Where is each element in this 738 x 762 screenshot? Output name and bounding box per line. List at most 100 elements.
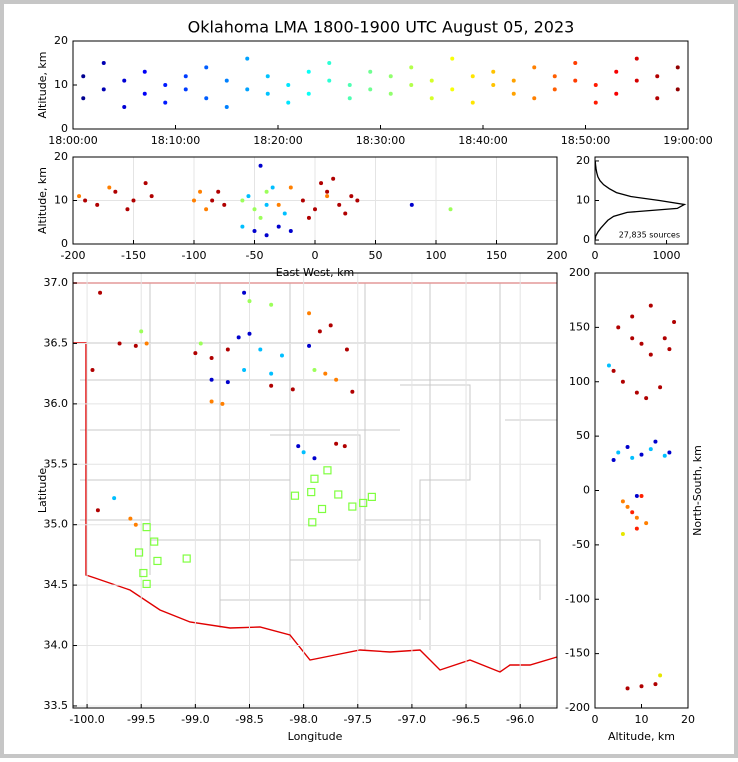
source-point	[210, 198, 215, 203]
source-point	[331, 176, 336, 181]
source-point	[327, 61, 332, 65]
source-point	[264, 233, 269, 238]
source-point	[634, 515, 639, 520]
source-point	[634, 526, 639, 531]
source-point	[139, 329, 144, 334]
source-point	[334, 377, 339, 382]
source-point	[334, 441, 339, 446]
source-point	[192, 198, 196, 203]
source-point	[343, 211, 348, 216]
source-point	[511, 91, 516, 96]
source-point	[429, 96, 434, 101]
source-point	[198, 341, 203, 346]
station	[307, 487, 316, 497]
source-point	[276, 202, 281, 207]
source-point	[552, 87, 557, 92]
y-tick-label: 36.5	[44, 336, 69, 349]
source-point	[163, 100, 168, 105]
source-point	[312, 368, 317, 373]
station	[150, 537, 159, 546]
plot-area	[73, 157, 557, 244]
source-point	[630, 314, 635, 319]
x-axis-label: Longitude	[288, 730, 343, 743]
y-tick-label: 10	[54, 194, 68, 207]
source-point	[300, 198, 305, 203]
y-tick-label: 150	[569, 320, 590, 333]
source-point	[306, 215, 311, 220]
station	[367, 492, 376, 502]
source-point	[653, 439, 658, 444]
source-point	[662, 336, 667, 341]
source-point	[616, 325, 621, 330]
source-point	[95, 202, 100, 207]
source-point	[240, 198, 245, 203]
source-point	[639, 452, 644, 457]
panel: 18:00:00 18:10:00 18:20:00 18:30:00 18:40:00…	[36, 34, 713, 147]
source-point	[225, 380, 230, 385]
station	[310, 474, 319, 483]
source-point	[532, 65, 537, 70]
x-tick-label: 18:00:00	[48, 134, 97, 147]
source-point	[133, 343, 138, 348]
source-point	[301, 450, 306, 455]
y-tick-label: 35.0	[44, 518, 69, 531]
source-point	[350, 389, 355, 394]
source-point	[611, 368, 616, 373]
source-point	[313, 207, 317, 212]
station	[334, 490, 343, 499]
source-point	[101, 87, 106, 92]
source-point	[198, 189, 203, 194]
x-tick-label: -98.0	[289, 713, 317, 726]
source-point	[107, 185, 112, 190]
source-point	[258, 347, 263, 352]
panel: 0 1000 0 10 20 27,835 sources	[576, 154, 689, 262]
source-point	[269, 302, 274, 307]
source-point	[672, 319, 677, 324]
source-point	[288, 228, 293, 233]
x-tick-label: 200	[547, 249, 568, 262]
chart-title: Oklahoma LMA 1800-1900 UTC August 05, 20…	[188, 18, 575, 37]
source-point	[349, 194, 354, 199]
axes-frame	[594, 156, 689, 245]
axes-frame	[72, 40, 689, 130]
source-point	[630, 510, 635, 515]
source-point	[342, 444, 347, 449]
source-point	[639, 493, 644, 498]
y-tick-label: 20	[576, 154, 590, 167]
source-point	[122, 78, 127, 83]
source-point	[222, 202, 227, 207]
source-point	[620, 379, 625, 384]
x-tick-label: -200	[61, 249, 86, 262]
source-point	[448, 207, 453, 212]
x-tick-label: 0	[312, 249, 319, 262]
y-tick-label: 200	[569, 266, 590, 279]
source-point	[614, 69, 619, 74]
panel: -100.0 -99.5 -99.0 -98.5 -98.0 -97.5 -97.0 -96.…	[36, 272, 558, 743]
source-point	[264, 202, 269, 207]
y-axis-label: Altitude, km	[36, 51, 49, 118]
y-tick-label: 34.0	[44, 639, 69, 652]
source-point	[630, 455, 635, 460]
source-point	[144, 341, 149, 346]
source-point	[450, 87, 455, 92]
source-point	[204, 96, 209, 101]
source-point	[450, 56, 455, 61]
y-tick-label: -200	[565, 701, 590, 714]
source-point	[286, 83, 291, 87]
source-point	[327, 78, 332, 83]
plot-area	[606, 303, 677, 691]
plot-area	[595, 160, 687, 241]
source-point	[319, 181, 324, 186]
source-point	[224, 78, 229, 83]
y-tick-label: 0	[583, 233, 590, 246]
station	[317, 504, 327, 514]
source-point	[344, 347, 349, 352]
y-tick-label: 20	[54, 150, 68, 163]
source-point	[142, 91, 147, 96]
source-point	[113, 189, 118, 194]
source-point	[276, 224, 281, 229]
x-tick-label: -96.5	[452, 713, 480, 726]
source-point	[620, 532, 625, 536]
x-tick-label: -99.5	[127, 713, 155, 726]
source-point	[282, 211, 287, 216]
